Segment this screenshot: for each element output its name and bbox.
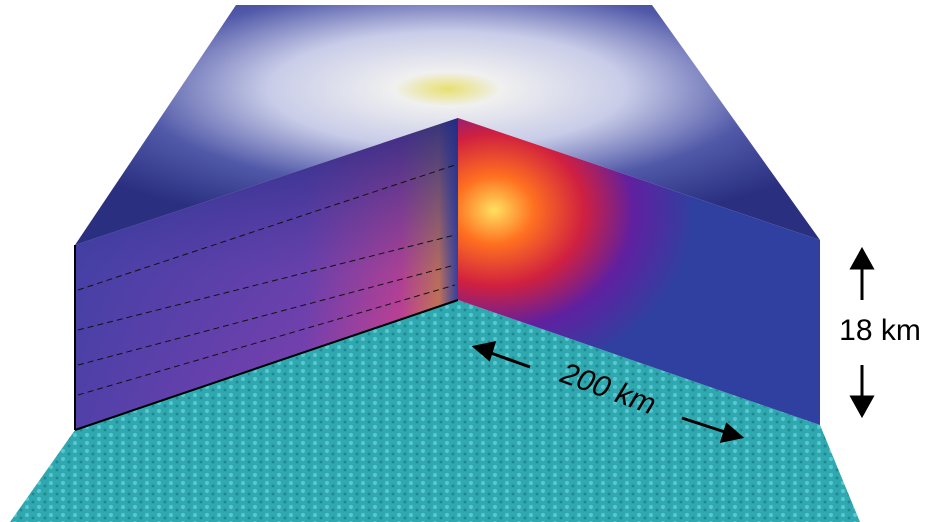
height-label: 18 km (839, 314, 921, 347)
diagram: 18 km 200 km (0, 0, 938, 522)
